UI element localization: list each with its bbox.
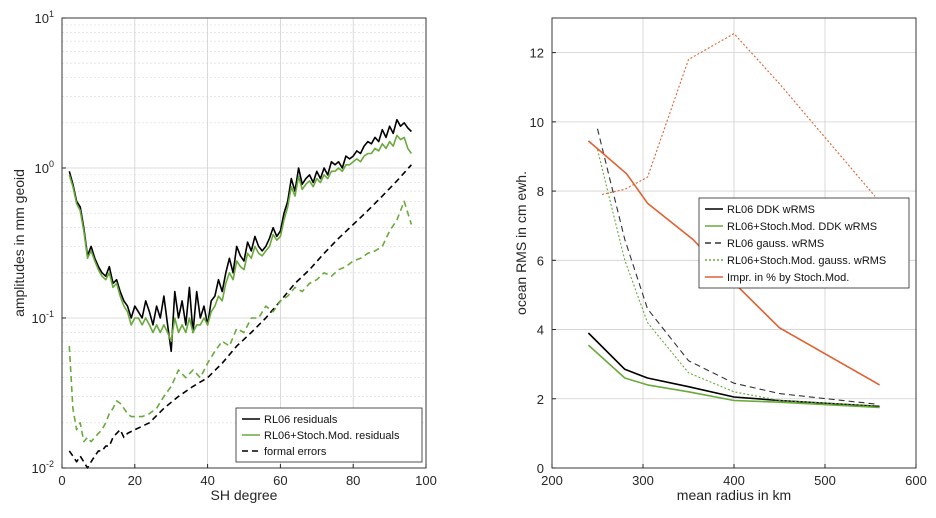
x-tick-label: 40 (200, 473, 214, 488)
y-axis-label: ocean RMS in cm ewh. (513, 171, 529, 315)
y-tick-label: 10-1 (32, 309, 54, 326)
x-tick-label: 80 (346, 473, 360, 488)
series-line-3 (596, 149, 876, 407)
x-tick-label: 500 (814, 473, 836, 488)
series-line-4 (587, 140, 880, 386)
y-axis-label: amplitudes in mm geoid (11, 169, 27, 317)
legend-label: RL06+Stoch.Mod. DDK wRMS (727, 221, 877, 233)
series-line-0 (68, 118, 412, 353)
y-tick-label: 6 (537, 253, 544, 268)
x-axis-label: mean radius in km (677, 487, 791, 503)
legend-label: RL06 residuals (264, 414, 338, 426)
left-legend: RL06 residuals RL06+Stoch.Mod. residuals f… (235, 407, 423, 463)
x-tick-label: 0 (58, 473, 65, 488)
y-tick-label: 10 (530, 115, 544, 130)
legend-label: RL06+Stoch.Mod. residuals (264, 430, 400, 442)
left-grid (61, 17, 427, 469)
x-tick-label: 100 (415, 473, 437, 488)
right-chart-panel: 200 300 400 500 600 0 2 4 6 8 10 12 mean radius in k… (513, 17, 927, 503)
series-line-1 (68, 134, 413, 342)
x-tick-label: 200 (541, 473, 563, 488)
series-line-5 (601, 33, 876, 197)
y-tick-label: 10-2 (32, 459, 54, 476)
left-axes-frame (61, 17, 427, 469)
right-series (587, 33, 880, 409)
series-line-1 (587, 344, 880, 409)
legend-box (698, 197, 910, 289)
legend-box (235, 407, 423, 463)
x-tick-label: 600 (905, 473, 927, 488)
right-legend: RL06 DDK wRMS RL06+Stoch.Mod. DDK wRMS RL0… (698, 197, 910, 289)
legend-label: formal errors (264, 446, 327, 458)
series-line-2 (596, 128, 876, 405)
y-tick-label: 8 (537, 184, 544, 199)
legend-label: RL06 DDK wRMS (727, 204, 815, 216)
x-tick-label: 400 (723, 473, 745, 488)
y-tick-label: 4 (537, 323, 544, 338)
series-line-3 (68, 200, 413, 443)
legend-label: RL06 gauss. wRMS (727, 238, 824, 250)
x-tick-label: 60 (273, 473, 287, 488)
left-series (68, 118, 413, 469)
y-tick-label: 2 (537, 392, 544, 407)
legend-label: RL06+Stoch.Mod. gauss. wRMS (727, 255, 886, 267)
x-tick-label: 20 (128, 473, 142, 488)
x-tick-label: 300 (632, 473, 654, 488)
legend-label: Impr. in % by Stoch.Mod. (727, 272, 849, 284)
left-chart-panel: 0 20 40 60 80 100 10-2 10-1 100 101 SH degree ampli… (11, 9, 437, 503)
series-line-2 (68, 164, 412, 469)
y-tick-label: 101 (35, 9, 54, 26)
x-axis-label: SH degree (211, 487, 278, 503)
y-tick-label: 0 (537, 461, 544, 476)
y-tick-label: 12 (530, 46, 544, 61)
y-tick-label: 100 (35, 159, 54, 176)
